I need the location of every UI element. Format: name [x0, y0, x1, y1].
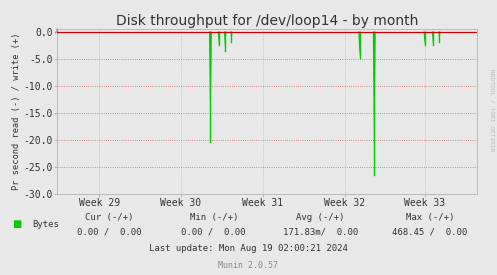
Text: 0.00 /  0.00: 0.00 / 0.00 [181, 228, 246, 237]
Text: 468.45 /  0.00: 468.45 / 0.00 [392, 228, 468, 237]
Polygon shape [224, 32, 227, 51]
Text: Min (-/+): Min (-/+) [189, 213, 238, 222]
Polygon shape [358, 32, 361, 57]
Text: Munin 2.0.57: Munin 2.0.57 [219, 262, 278, 270]
Polygon shape [423, 32, 425, 45]
Text: 171.83m/  0.00: 171.83m/ 0.00 [283, 228, 358, 237]
Text: Last update: Mon Aug 19 02:00:21 2024: Last update: Mon Aug 19 02:00:21 2024 [149, 244, 348, 253]
Text: Bytes: Bytes [32, 220, 59, 229]
Polygon shape [432, 32, 434, 45]
Polygon shape [218, 32, 220, 45]
Text: Avg (-/+): Avg (-/+) [296, 213, 345, 222]
Title: Disk throughput for /dev/loop14 - by month: Disk throughput for /dev/loop14 - by mon… [116, 14, 418, 28]
Text: ■: ■ [12, 219, 22, 229]
Polygon shape [209, 32, 212, 142]
Text: 0.00 /  0.00: 0.00 / 0.00 [77, 228, 142, 237]
Polygon shape [231, 32, 233, 42]
Text: Cur (-/+): Cur (-/+) [85, 213, 134, 222]
Text: Max (-/+): Max (-/+) [406, 213, 454, 222]
Text: RRDTOOL / TOBI OETIKER: RRDTOOL / TOBI OETIKER [490, 69, 495, 151]
Y-axis label: Pr second read (-) / write (+): Pr second read (-) / write (+) [12, 33, 21, 190]
Polygon shape [438, 32, 440, 42]
Polygon shape [373, 32, 376, 175]
